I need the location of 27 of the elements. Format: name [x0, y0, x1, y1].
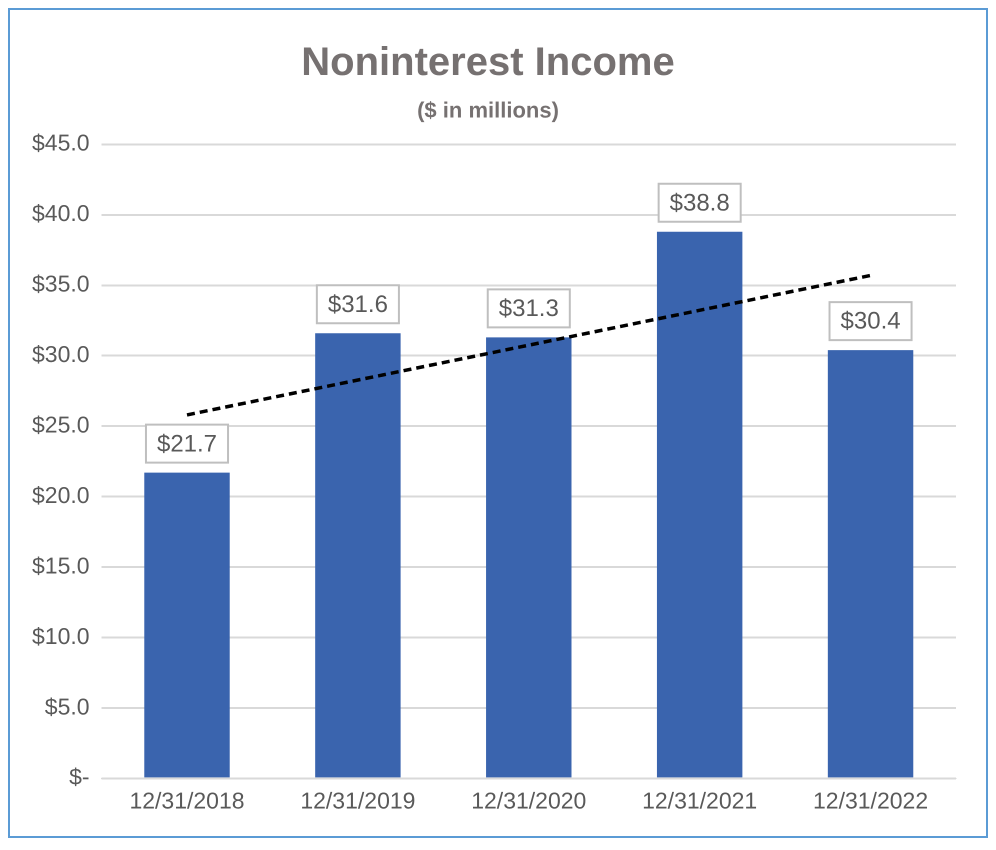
- data-label: $21.7: [156, 430, 218, 458]
- data-label: $38.8: [670, 189, 730, 216]
- bar: [315, 333, 401, 778]
- bar: [486, 337, 572, 778]
- chart-title: Noninterest Income: [301, 40, 675, 84]
- data-label: $31.3: [498, 295, 559, 322]
- x-tick-label: 12/31/2019: [300, 788, 416, 814]
- bar: [828, 350, 914, 778]
- y-tick-label: $20.0: [32, 482, 90, 508]
- data-label: $30.4: [840, 308, 901, 335]
- y-tick-label: $45.0: [32, 130, 90, 156]
- y-tick-label: $30.0: [32, 341, 90, 368]
- y-tick-label: $35.0: [32, 270, 90, 297]
- bar: [144, 472, 230, 778]
- x-tick-label: 12/31/2021: [642, 788, 758, 814]
- y-tick-label: $15.0: [32, 552, 90, 578]
- bar: [656, 232, 742, 778]
- y-tick-label: $40.0: [32, 200, 90, 226]
- chart-subtitle: ($ in millions): [417, 97, 559, 122]
- y-tick-label: $10.0: [32, 622, 90, 649]
- data-label: $31.6: [328, 290, 388, 318]
- x-tick-label: 12/31/2022: [812, 788, 928, 814]
- y-tick-label: $25.0: [32, 412, 90, 438]
- x-tick-label: 12/31/2020: [471, 788, 586, 814]
- x-tick-label: 12/31/2018: [129, 788, 245, 814]
- y-tick-label: $5.0: [44, 693, 90, 720]
- y-tick-label: $-: [69, 764, 90, 790]
